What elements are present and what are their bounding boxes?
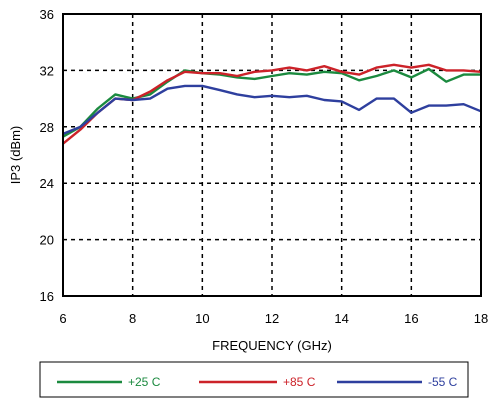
legend-label: +25 C xyxy=(128,375,161,389)
x-tick-label: 14 xyxy=(334,311,348,326)
y-tick-labels: 16 20 24 28 32 36 xyxy=(40,7,54,304)
y-tick-label: 36 xyxy=(40,7,54,22)
x-tick-label: 16 xyxy=(404,311,418,326)
legend-label: +85 C xyxy=(283,375,316,389)
x-tick-label: 8 xyxy=(129,311,136,326)
x-axis-title: FREQUENCY (GHz) xyxy=(212,338,332,353)
x-tick-label: 18 xyxy=(474,311,488,326)
legend-box xyxy=(39,361,469,398)
grid xyxy=(63,14,481,296)
y-axis-title: IP3 (dBm) xyxy=(8,126,23,185)
y-tick-label: 32 xyxy=(40,63,54,78)
x-tick-label: 12 xyxy=(265,311,279,326)
series-lines xyxy=(62,63,482,145)
plot-frame xyxy=(62,13,482,297)
x-tick-labels: 6 8 10 12 14 16 18 xyxy=(59,311,488,326)
x-tick-label: 6 xyxy=(59,311,66,326)
y-tick-label: 16 xyxy=(40,289,54,304)
x-tick-label: 10 xyxy=(195,311,209,326)
legend-label: -55 C xyxy=(428,375,458,389)
legend: +25 C +85 C -55 C xyxy=(57,375,458,389)
y-tick-label: 20 xyxy=(40,233,54,248)
series-line-25c xyxy=(62,67,481,138)
y-tick-label: 28 xyxy=(40,120,54,135)
series-line-55c xyxy=(62,84,482,136)
y-tick-label: 24 xyxy=(40,176,54,191)
